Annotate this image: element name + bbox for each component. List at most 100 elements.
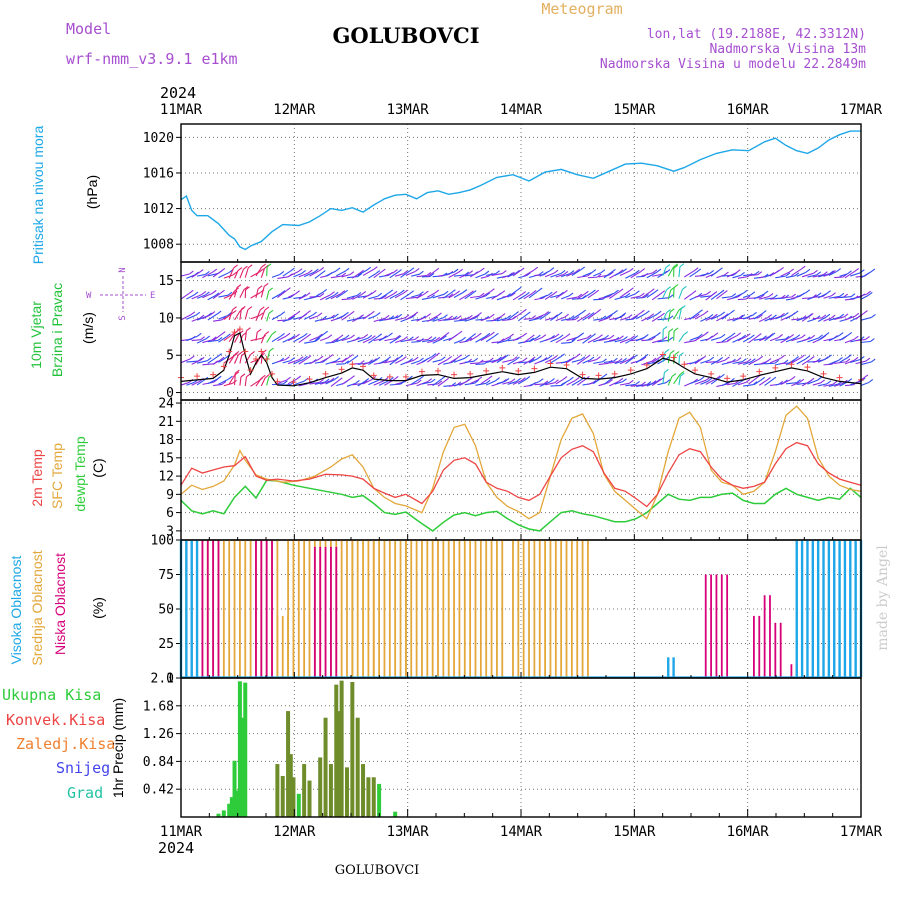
wind-ytick-label: 10 <box>158 311 174 326</box>
wind-barb <box>785 310 799 320</box>
precip-bar <box>227 803 232 817</box>
wind-barb <box>228 264 238 279</box>
precip-frz-legend: Zaledj.Kisa <box>16 735 115 753</box>
wind-barb <box>636 294 649 299</box>
wind-barb <box>544 290 558 300</box>
wind-barb <box>384 269 398 277</box>
wind-barb <box>662 309 671 322</box>
wind-barb <box>362 266 378 276</box>
wind-barb <box>603 309 618 320</box>
wind-barb <box>244 351 256 364</box>
wind-barb <box>775 312 789 320</box>
wind-barb <box>427 289 440 298</box>
wind-barb <box>228 350 240 364</box>
wind-barb <box>325 357 341 365</box>
wind-barb <box>710 311 726 320</box>
wind-barb <box>469 312 482 320</box>
wind-barb <box>807 376 822 385</box>
wind-barb <box>560 376 574 386</box>
wind-barbs <box>180 263 876 388</box>
wind-barb <box>491 338 505 344</box>
wind-barb <box>260 306 270 320</box>
wind-barb <box>673 370 685 385</box>
wind-barb <box>485 332 499 343</box>
precip-hail-legend: Grad <box>67 784 103 802</box>
wind-speed-line <box>180 332 862 387</box>
wind-barb <box>705 375 721 385</box>
temperature-panel: 3 6 9 12 15 18 21 24 <box>158 397 862 541</box>
wind-barb <box>716 271 729 279</box>
precip-bar <box>339 680 344 817</box>
wind-barb <box>593 334 609 343</box>
wind-gust-marker <box>263 355 270 362</box>
precip-bar <box>371 777 376 817</box>
wind-barb <box>480 357 494 363</box>
wind-barb <box>277 376 291 385</box>
wind-barb <box>609 335 624 342</box>
wind-barb <box>298 355 312 365</box>
wind-barb <box>844 267 859 279</box>
wind-barb <box>678 331 689 343</box>
wind-barb <box>625 269 640 279</box>
wind-barb <box>855 310 868 320</box>
wind-barb <box>378 376 394 386</box>
wind-barb <box>705 291 718 301</box>
wind-barb <box>186 332 202 342</box>
wind-barb <box>282 334 296 343</box>
wind-barb <box>491 270 507 277</box>
wind-barb <box>491 355 506 364</box>
precip-bar <box>240 717 245 817</box>
pressure-ytick-label: 1012 <box>143 202 174 217</box>
wind-barb <box>319 291 335 301</box>
wind-barb <box>325 267 341 277</box>
wind-barb <box>700 313 714 322</box>
wind-barb <box>389 289 405 299</box>
wind-gust-marker <box>226 348 233 355</box>
wind-barb <box>544 379 559 386</box>
wind-barb <box>218 291 233 298</box>
wind-barb <box>823 270 836 277</box>
wind-axis-label-1: 10m Vjetar <box>28 301 44 369</box>
wind-barb <box>753 290 769 300</box>
wind-barb <box>335 289 348 299</box>
wind-barb <box>598 379 613 387</box>
wind-barb <box>475 379 491 386</box>
wind-barb <box>748 314 763 320</box>
wind-barb <box>780 375 796 386</box>
wind-barb <box>293 332 308 343</box>
mid-cloud-axis-label: Srednja Oblacnost <box>29 550 45 665</box>
wind-barb <box>860 379 874 386</box>
wind-barb <box>448 268 463 278</box>
temp-ytick-label: 24 <box>158 397 174 412</box>
wind-barb <box>293 270 306 278</box>
wind-barb <box>491 290 506 300</box>
wind-barb <box>362 358 377 366</box>
wind-barb <box>512 357 528 365</box>
wind-barb <box>346 379 360 387</box>
wind-barb <box>218 375 233 385</box>
wind-barb <box>475 270 490 279</box>
wind-barb <box>571 332 585 342</box>
wind-barb <box>689 376 705 385</box>
wind-barb <box>470 292 485 299</box>
low-cloud-axis-label: Niska Oblacnost <box>52 553 68 655</box>
wind-barb <box>437 332 450 342</box>
wind-barb <box>196 335 211 344</box>
wind-barb <box>635 353 649 364</box>
wind-barb <box>657 379 671 386</box>
wind-barb <box>512 332 528 342</box>
wind-barb <box>271 290 286 300</box>
wind-barb <box>566 268 581 277</box>
wind-barb <box>743 358 756 366</box>
wind-barb <box>443 289 456 299</box>
precip-bar <box>323 717 328 817</box>
wind-gust-marker <box>499 364 506 371</box>
cloud-ytick-label: 25 <box>158 637 174 652</box>
wind-barb <box>352 334 369 342</box>
wind-barb <box>673 327 679 341</box>
wind-barb <box>437 315 453 322</box>
wind-barb <box>411 270 424 277</box>
wind-ytick-label: 15 <box>158 274 174 289</box>
wind-barb <box>368 356 381 366</box>
